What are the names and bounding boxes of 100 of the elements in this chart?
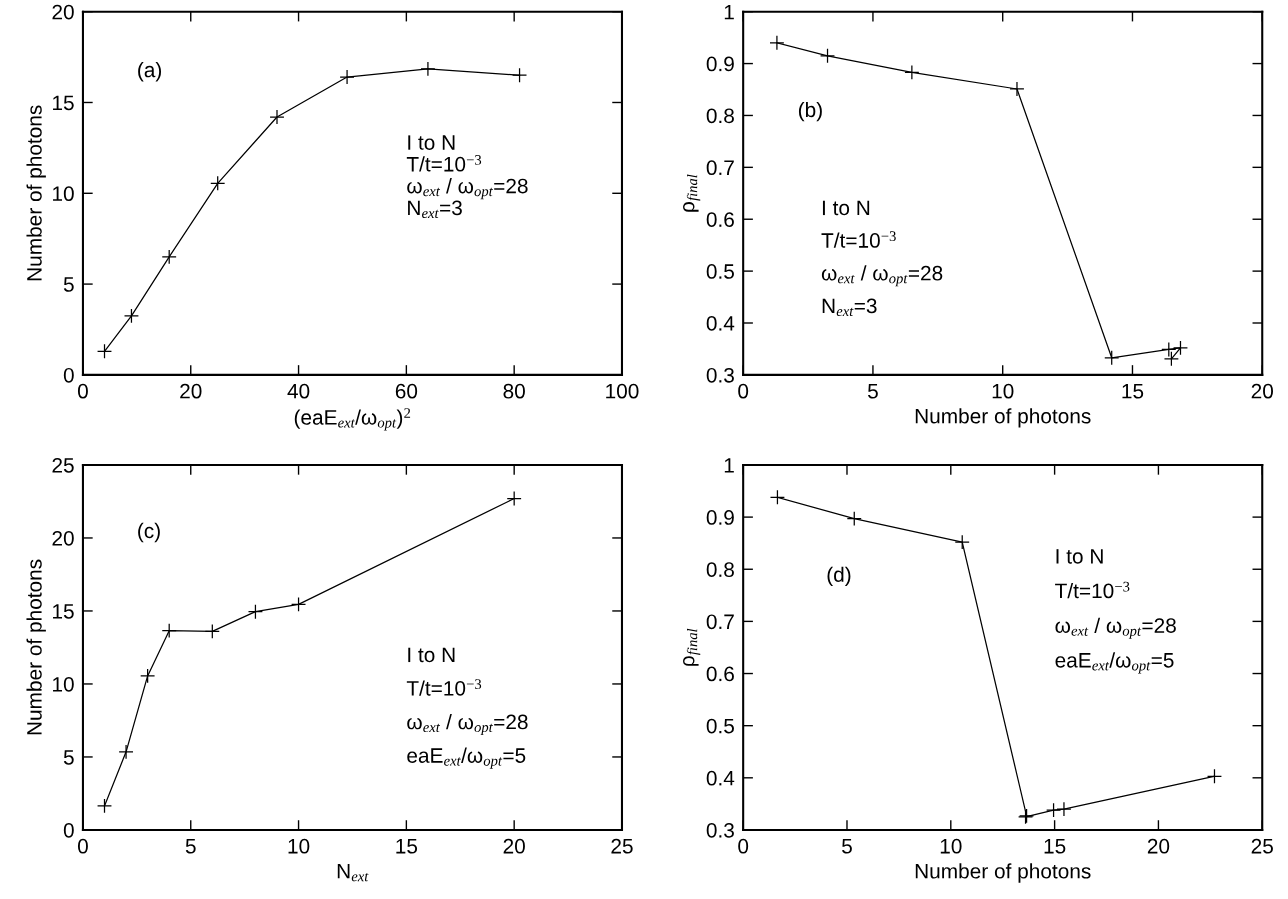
annotation: (d) [827,566,851,587]
annotation: T/t=10$^{−3}$ [406,155,482,172]
y-tick-label: 15 [53,604,74,619]
x-tick-label: 5 [185,839,196,854]
y-axis-title: ρ$_{final}$ [683,628,701,666]
y-tick-label: 0.8 [706,562,734,577]
annotation: T/t=10$^{−3}$ [406,679,482,696]
x-tick-label: 15 [1044,839,1066,854]
y-tick-label: 0.3 [706,822,734,838]
x-tick-label: 0 [738,838,749,854]
y-tick-label: 10 [53,186,74,202]
point [819,48,836,64]
point [506,490,522,507]
point [140,668,156,684]
point [96,798,113,814]
x-axis-title: N$_{ext}$ [337,863,369,882]
y-tick-label: 10 [53,676,74,692]
point [954,534,970,550]
point [204,623,220,639]
y-tick-label: 0.4 [706,770,735,786]
point [210,175,226,191]
x-tick-label: 10 [992,383,1014,399]
point [339,69,355,85]
y-tick-label: 5 [63,750,74,765]
point [511,67,528,83]
x-tick-label: 25 [611,838,633,854]
point [161,623,177,639]
point [1172,340,1189,356]
annotation: (b) [798,101,822,122]
point [96,343,113,359]
x-axis-title: (eaE$_{ext}$/ω$_{opt}$)$^{2}$ [294,408,411,431]
x-tick-label: 5 [842,839,852,854]
x-tick-label: 20 [1251,383,1274,399]
y-tick-label: 0.6 [706,666,734,682]
y-tick-label: 0 [63,822,74,838]
x-tick-label: 10 [288,838,310,854]
annotation: N$_{ext}$=3 [822,298,877,317]
annotation: N$_{ext}$=3 [408,200,462,219]
point [846,511,862,527]
annotation: ω$_{ext}$ / ω$_{opt}$=28 [1055,617,1176,639]
annotation: (c) [138,522,160,543]
y-tick-label: 15 [53,95,74,111]
y-tick-label: 1 [724,458,734,473]
point [1009,81,1025,97]
point [1104,350,1120,366]
annotation: I to N [408,647,455,663]
y-tick-label: 0.5 [706,264,734,279]
y-tick-label: 25 [52,457,74,473]
point [123,308,140,324]
y-tick-label: 0.3 [706,367,734,383]
annotation: eaE$_{ext}$/ω$_{opt}$=5 [1055,652,1174,674]
x-tick-label: 60 [395,383,418,399]
y-axis-title: Number of photons [26,559,46,735]
point [247,604,264,620]
y-tick-label: 0.5 [706,718,734,734]
y-tick-label: 0.6 [706,212,734,227]
x-tick-label: 0 [77,838,88,854]
annotation: ω$_{ext}$ / ω$_{opt}$=28 [407,178,528,200]
y-tick-label: 0.7 [706,614,734,630]
x-tick-label: 10 [940,838,962,854]
x-tick-label: 20 [1147,838,1170,854]
point [769,35,785,51]
point [1206,768,1223,784]
y-axis-title: ρ$_{final}$ [683,174,701,212]
y-tick-label: 0.9 [706,56,734,72]
x-tick-label: 0 [77,383,88,399]
y-tick-label: 5 [63,277,74,292]
y-tick-label: 0.4 [706,316,735,331]
x-axis-title: Number of photons [915,408,1091,428]
y-tick-label: 20 [52,4,74,20]
annotation: I to N [408,135,455,150]
x-tick-label: 80 [503,383,525,399]
y-tick-label: 0.7 [706,160,734,176]
y-axis-title: Number of photons [26,105,46,281]
point [1163,351,1179,367]
annotation: ω$_{ext}$ / ω$_{opt}$=28 [407,714,528,736]
annotation: I to N [1056,549,1103,564]
x-tick-label: 25 [1251,838,1273,854]
point [1056,801,1072,817]
x-tick-label: 20 [180,383,202,399]
point [290,596,307,612]
point [269,109,285,125]
annotation: (a) [138,61,162,82]
point [161,249,177,265]
annotation: T/t=10$^{−3}$ [821,231,896,248]
y-tick-label: 0.9 [706,510,734,525]
x-tick-label: 0 [738,383,749,399]
x-tick-label: 15 [1122,383,1144,399]
point [1161,341,1177,358]
point [420,61,436,77]
point [769,489,786,505]
annotation: eaE$_{ext}$/ω$_{opt}$=5 [407,747,526,769]
x-tick-label: 5 [867,383,878,399]
annotation: I to N [822,200,870,216]
x-tick-label: 20 [503,838,525,854]
x-tick-label: 40 [287,383,310,399]
y-tick-label: 1 [724,4,734,20]
x-tick-label: 100 [606,383,639,399]
y-tick-label: 0.8 [706,108,734,124]
x-tick-label: 15 [396,839,418,854]
